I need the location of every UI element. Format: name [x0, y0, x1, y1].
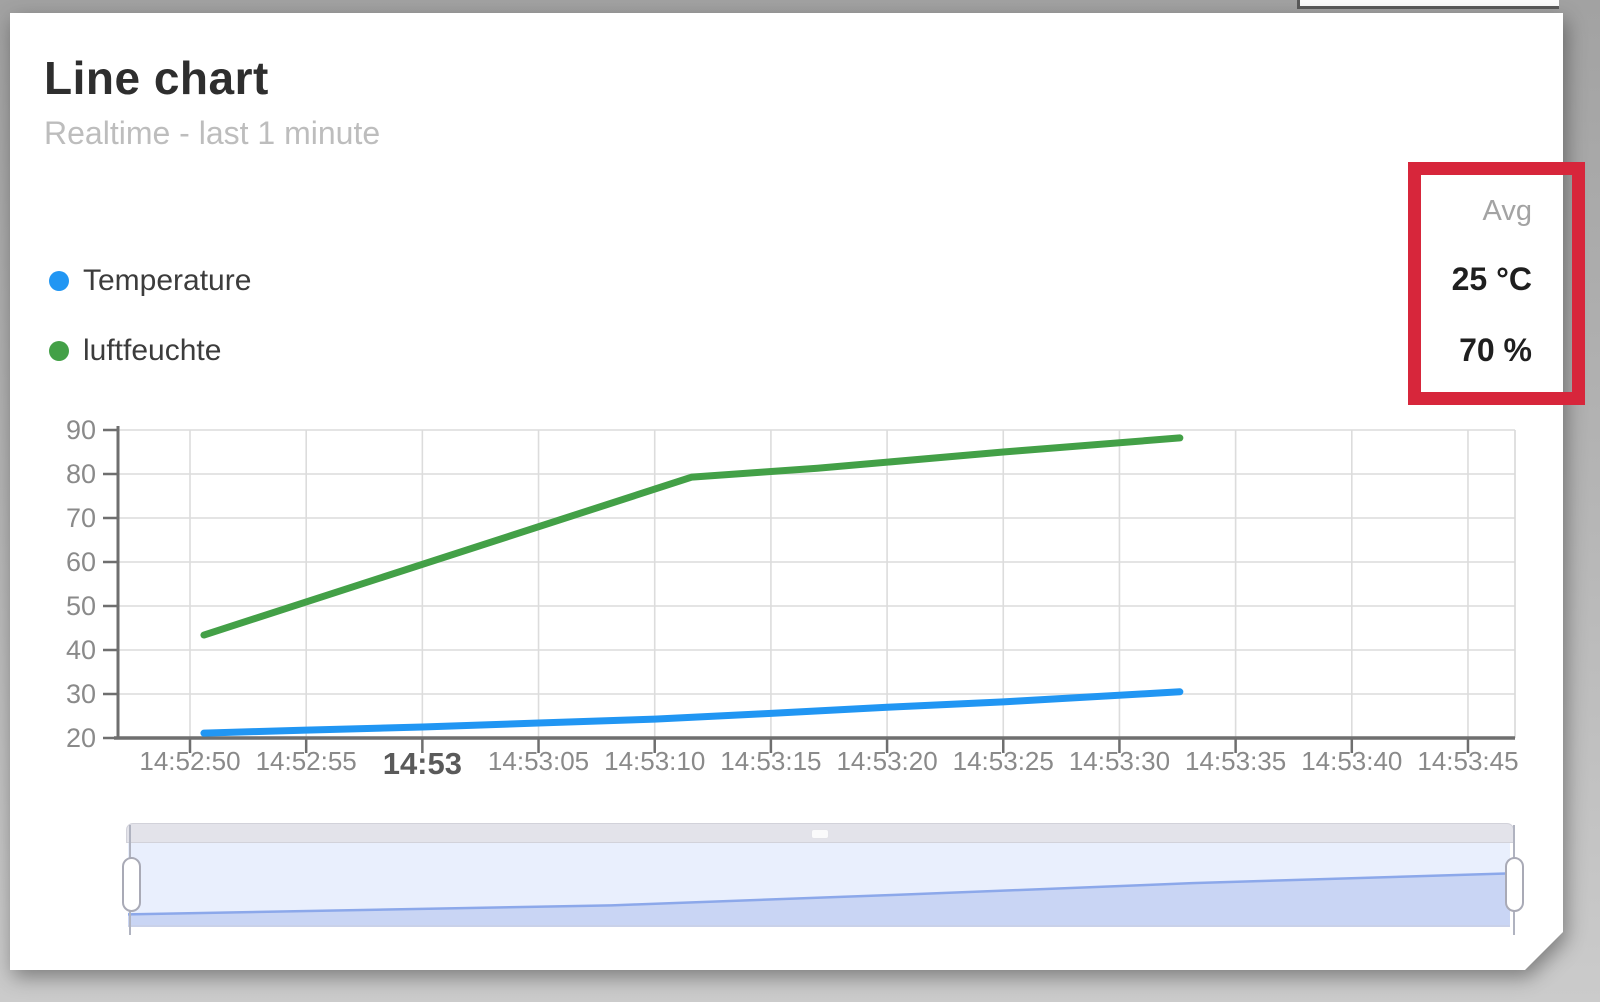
svg-text:50: 50: [66, 591, 96, 621]
line-chart-card: Line chart Realtime - last 1 minute Temp…: [10, 13, 1563, 970]
avg-column-header: Avg: [1482, 195, 1532, 227]
legend-label: Temperature: [83, 264, 252, 297]
svg-text:14:53:30: 14:53:30: [1069, 746, 1170, 776]
svg-text:40: 40: [66, 635, 96, 665]
navigator-right-handle[interactable]: [1505, 857, 1524, 912]
legend-label: luftfeuchte: [83, 334, 222, 367]
svg-text:14:52:55: 14:52:55: [256, 746, 357, 776]
chart-plot-area: 20 30 40 50 60 70 80 90 14:52:50 14:52:55 14:53 14:…: [10, 13, 1563, 970]
svg-text:70: 70: [66, 503, 96, 533]
navigator-selection-area[interactable]: [128, 843, 1510, 927]
svg-text:20: 20: [66, 723, 96, 753]
svg-text:80: 80: [66, 459, 96, 489]
svg-text:14:53: 14:53: [383, 746, 462, 781]
legend-dot-temperature-icon: [49, 271, 69, 291]
annotation-highlight-box: [1408, 162, 1585, 405]
svg-text:14:53:05: 14:53:05: [488, 746, 589, 776]
svg-text:60: 60: [66, 547, 96, 577]
card-subtitle: Realtime - last 1 minute: [44, 115, 381, 151]
avg-value-luftfeuchte: 70 %: [1459, 332, 1532, 368]
svg-text:14:53:45: 14:53:45: [1417, 746, 1518, 776]
svg-text:14:53:15: 14:53:15: [720, 746, 821, 776]
avg-value-temperature: 25 °C: [1451, 261, 1532, 297]
svg-text:14:53:35: 14:53:35: [1185, 746, 1286, 776]
legend-item-luftfeuchte[interactable]: luftfeuchte: [49, 331, 221, 371]
card-title: Line chart: [44, 52, 269, 104]
legend-item-temperature[interactable]: Temperature: [49, 261, 251, 301]
svg-text:14:53:20: 14:53:20: [836, 746, 937, 776]
window-above-sliver: [1297, 0, 1559, 9]
svg-text:14:53:10: 14:53:10: [604, 746, 705, 776]
svg-text:14:52:50: 14:52:50: [139, 746, 240, 776]
navigator-scrollbar-grip-icon[interactable]: [811, 829, 829, 839]
svg-text:14:53:25: 14:53:25: [953, 746, 1054, 776]
svg-text:30: 30: [66, 679, 96, 709]
navigator-left-handle[interactable]: [122, 857, 141, 912]
svg-text:90: 90: [66, 415, 96, 445]
navigator[interactable]: [122, 823, 1517, 941]
legend-dot-luftfeuchte-icon: [49, 341, 69, 361]
card-wrapper: Line chart Realtime - last 1 minute Temp…: [10, 13, 1563, 970]
svg-text:14:53:40: 14:53:40: [1301, 746, 1402, 776]
navigator-scrollbar-track[interactable]: [126, 823, 1514, 843]
navigator-preview-chart: [128, 843, 1510, 925]
